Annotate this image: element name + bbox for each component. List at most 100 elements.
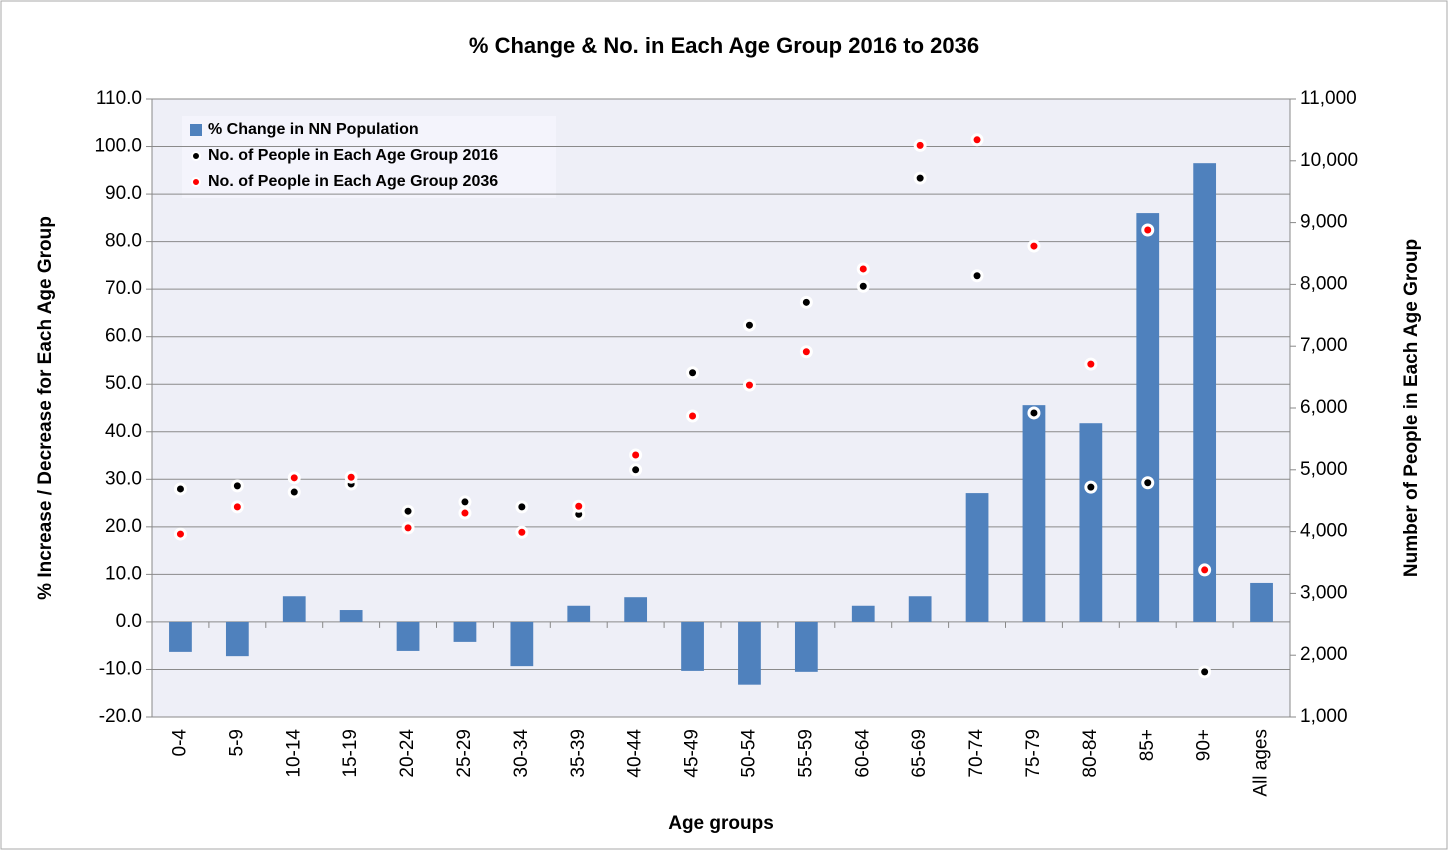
bar: [681, 621, 704, 671]
dot: [287, 471, 301, 485]
y2-tick-label: 10,000: [1300, 150, 1358, 171]
y-tick-label: -20.0: [99, 706, 142, 727]
legend-swatch: [190, 124, 202, 136]
y2-tick-label: 9,000: [1300, 212, 1348, 233]
legend-swatch: [191, 177, 201, 187]
bar: [624, 597, 648, 622]
x-tick-label: 60-64: [852, 729, 873, 778]
y2-tick-label: 5,000: [1300, 459, 1348, 480]
y-tick-label: 40.0: [105, 421, 142, 442]
dot: [629, 463, 643, 477]
bar: [339, 610, 363, 622]
x-tick-label: 90+: [1194, 729, 1215, 761]
dot: [913, 171, 927, 185]
dot: [230, 500, 244, 514]
y-tick-label: 90.0: [105, 183, 142, 204]
y-tick-label: 30.0: [105, 468, 142, 489]
legend-label: % Change in NN Population: [208, 121, 419, 138]
dot: [970, 133, 984, 147]
dot: [799, 345, 813, 359]
dot: [856, 279, 870, 293]
bar: [282, 596, 306, 622]
y-tick-label: 80.0: [105, 231, 142, 252]
bar: [225, 621, 249, 657]
x-tick-label: 0-4: [169, 729, 190, 757]
dot: [970, 269, 984, 283]
x-tick-label: 50-54: [738, 729, 759, 778]
dot: [913, 138, 927, 152]
legend-label: No. of People in Each Age Group 2016: [208, 147, 498, 164]
x-tick-label: 45-49: [682, 729, 703, 778]
dot: [856, 262, 870, 276]
x-axis-title: Age groups: [668, 813, 774, 834]
bar: [169, 621, 192, 652]
y-tick-label: -10.0: [99, 658, 142, 679]
y2-tick-label: 3,000: [1300, 582, 1348, 603]
dot: [686, 409, 700, 423]
dot: [173, 527, 187, 541]
dot: [230, 479, 244, 493]
dot: [1198, 563, 1212, 577]
bar: [396, 621, 420, 651]
bar: [965, 493, 989, 622]
bar: [1136, 213, 1160, 622]
y-tick-label: 100.0: [94, 136, 142, 157]
x-tick-label: 65-69: [909, 729, 930, 778]
dot: [572, 499, 586, 513]
dot: [458, 495, 472, 509]
chart-title: % Change & No. in Each Age Group 2016 to…: [469, 33, 979, 58]
dot: [1141, 223, 1155, 237]
dot: [344, 470, 358, 484]
y-tick-label: 10.0: [105, 563, 142, 584]
bar: [851, 605, 875, 622]
dot: [173, 482, 187, 496]
legend-label: No. of People in Each Age Group 2036: [208, 173, 498, 190]
y-tick-label: 20.0: [105, 516, 142, 537]
y2-tick-label: 2,000: [1300, 644, 1348, 665]
dot: [1084, 357, 1098, 371]
y-axis-title: % Increase / Decrease for Each Age Group: [35, 216, 56, 600]
dot: [1027, 406, 1041, 420]
y-tick-label: 70.0: [105, 278, 142, 299]
x-tick-label: 85+: [1137, 729, 1158, 761]
dot: [629, 448, 643, 462]
x-tick-label: 25-29: [454, 729, 475, 778]
legend-swatch: [191, 151, 201, 161]
dot: [1084, 480, 1098, 494]
x-tick-label: 75-79: [1023, 729, 1044, 778]
x-tick-label: 30-34: [511, 729, 532, 778]
y2-axis-title: Number of People in Each Age Group: [1401, 239, 1422, 577]
x-tick-label: 70-74: [966, 729, 987, 778]
dot: [401, 504, 415, 518]
dot: [458, 506, 472, 520]
x-tick-label: 80-84: [1080, 729, 1101, 778]
bar: [908, 596, 932, 622]
bar: [510, 621, 534, 667]
y2-tick-label: 1,000: [1300, 706, 1348, 727]
legend: % Change in NN Population No. of People i…: [182, 116, 556, 198]
dot: [1141, 476, 1155, 490]
dot: [401, 521, 415, 535]
bar: [738, 621, 761, 685]
y-tick-label: 0.0: [116, 611, 142, 632]
bar: [453, 621, 477, 642]
y-tick-label: 110.0: [96, 88, 142, 109]
bar: [1079, 423, 1103, 622]
bar: [567, 605, 591, 622]
dot: [515, 525, 529, 539]
y2-tick-label: 6,000: [1300, 397, 1348, 418]
dot: [799, 295, 813, 309]
y2-tick-label: 4,000: [1300, 521, 1348, 542]
x-tick-label: 15-19: [340, 729, 361, 778]
x-tick-label: 35-39: [568, 729, 589, 778]
dot: [686, 366, 700, 380]
x-tick-label: 5-9: [226, 729, 247, 756]
dot: [742, 318, 756, 332]
y-tick-label: 60.0: [105, 326, 142, 347]
dot: [515, 500, 529, 514]
dot: [1198, 665, 1212, 679]
x-tick-label: All ages: [1251, 729, 1272, 797]
bar: [1193, 163, 1217, 622]
bar: [1022, 405, 1046, 622]
